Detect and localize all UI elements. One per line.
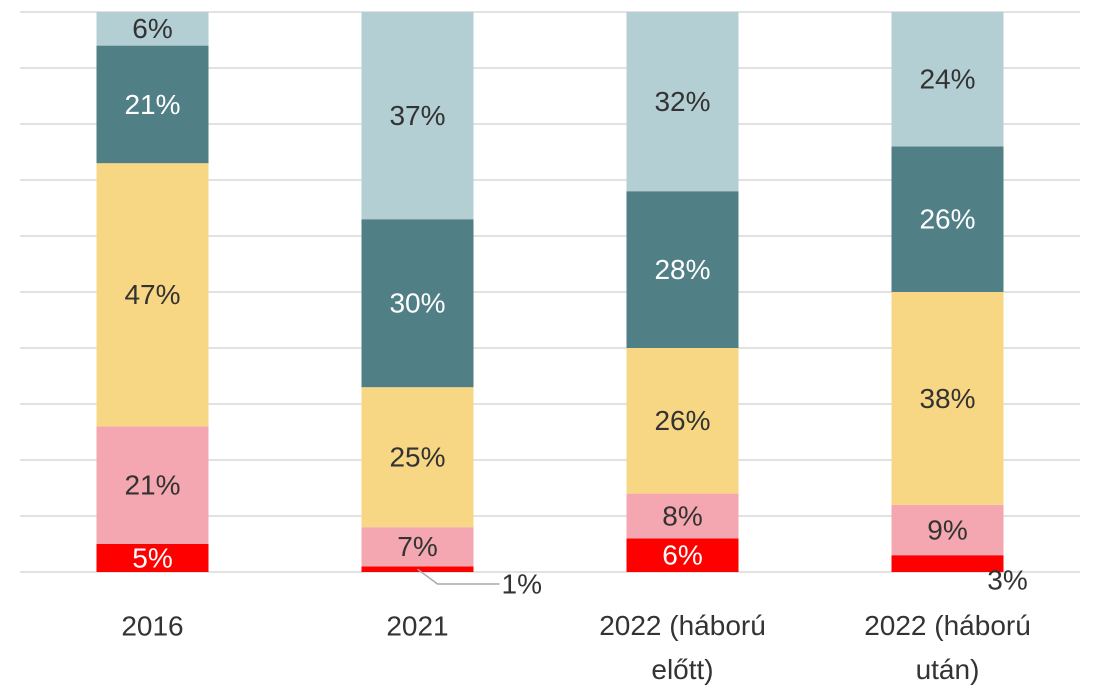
bar-segment bbox=[626, 493, 739, 539]
leader-line bbox=[417, 568, 500, 585]
bar-segment bbox=[891, 12, 1004, 147]
data-label: 21% bbox=[124, 470, 180, 501]
data-label: 38% bbox=[919, 383, 975, 414]
data-label: 1% bbox=[502, 568, 542, 599]
x-tick-label: 2022 (háború után) bbox=[864, 610, 1031, 685]
bar-segment bbox=[626, 191, 739, 348]
bar-segment bbox=[626, 538, 739, 572]
data-label: 5% bbox=[132, 542, 172, 573]
bar-segment bbox=[96, 426, 209, 544]
bar-segment bbox=[96, 163, 209, 427]
data-label: 9% bbox=[927, 514, 967, 545]
data-label: 37% bbox=[389, 100, 445, 131]
data-label: 30% bbox=[389, 288, 445, 319]
data-label: 21% bbox=[124, 89, 180, 120]
x-tick-label: 2016 bbox=[121, 610, 183, 641]
bar-segment bbox=[626, 348, 739, 494]
bar-segment bbox=[361, 219, 474, 388]
bar-segment bbox=[96, 45, 209, 164]
bar-segment bbox=[361, 12, 474, 220]
bar-segment bbox=[626, 12, 739, 192]
data-label: 24% bbox=[919, 64, 975, 95]
x-tick-label: 2021 bbox=[386, 610, 448, 641]
bar-segment bbox=[96, 12, 209, 46]
data-label: 26% bbox=[919, 204, 975, 235]
bar-segment bbox=[96, 544, 209, 572]
data-label: 3% bbox=[987, 564, 1027, 595]
data-label: 6% bbox=[132, 13, 172, 44]
bar-segment bbox=[891, 146, 1004, 292]
data-label: 32% bbox=[654, 86, 710, 117]
bar-segment bbox=[361, 387, 474, 528]
x-tick-label: 2022 (háború előtt) bbox=[599, 610, 766, 685]
data-label: 28% bbox=[654, 254, 710, 285]
data-label: 6% bbox=[662, 540, 702, 571]
data-label: 25% bbox=[389, 442, 445, 473]
data-label: 26% bbox=[654, 405, 710, 436]
bar-segment bbox=[891, 504, 1004, 556]
data-label: 8% bbox=[662, 500, 702, 531]
bar-segment bbox=[891, 555, 1004, 572]
data-label: 47% bbox=[124, 279, 180, 310]
data-label: 7% bbox=[397, 531, 437, 562]
bar-segment bbox=[891, 292, 1004, 505]
bar-segment bbox=[361, 527, 474, 567]
